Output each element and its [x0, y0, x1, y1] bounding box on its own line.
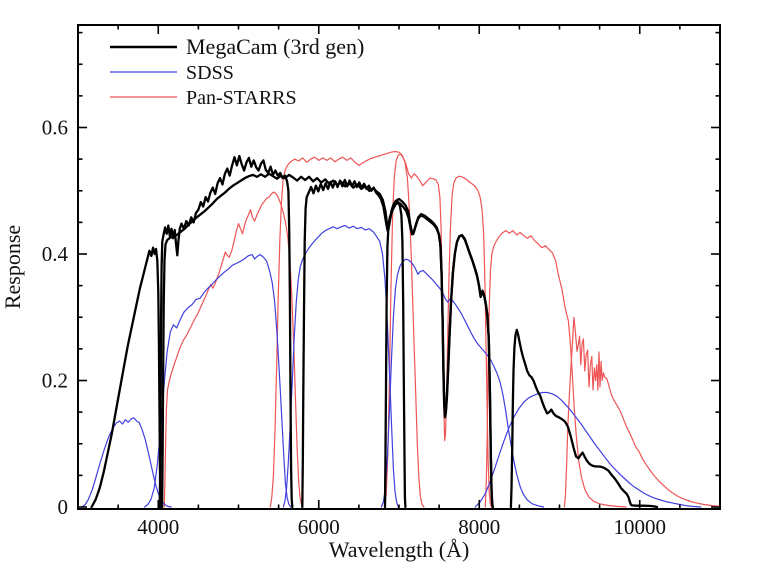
legend: MegaCam (3rd gen) SDSS Pan-STARRS: [110, 34, 364, 109]
curve-panstarrs-z: [484, 230, 627, 508]
series-layer: [81, 150, 720, 509]
legend-label-sdss: SDSS: [186, 62, 234, 84]
curve-sdss-r: [282, 224, 399, 508]
curve-panstarrs-g: [163, 191, 304, 508]
y-tick-label-0.2: 0.2: [42, 369, 68, 393]
curve-sdss-z: [474, 391, 702, 508]
x-tick-label-10000: 10000: [614, 515, 667, 539]
x-tick-label-4000: 4000: [137, 515, 179, 539]
legend-label-panstarrs: Pan-STARRS: [186, 87, 297, 109]
legend-label-megacam: MegaCam (3rd gen): [186, 34, 364, 59]
y-tick-label-0.6: 0.6: [42, 116, 68, 140]
y-tick-label-0.4: 0.4: [42, 242, 69, 266]
curve-megacam-i: [383, 200, 495, 509]
axis-ticks: [78, 25, 720, 509]
curve-panstarrs-y: [563, 316, 720, 508]
x-tick-label-8000: 8000: [458, 515, 500, 539]
y-tick-label-0: 0: [58, 495, 69, 519]
x-tick-label-6000: 6000: [298, 515, 340, 539]
curve-megacam-u: [90, 246, 163, 509]
y-axis-title: Response: [0, 225, 25, 309]
curve-megacam-z: [509, 328, 659, 509]
x-axis-title: Wavelength (Å): [329, 537, 470, 562]
curve-megacam-g: [158, 154, 294, 509]
curve-sdss-g: [144, 254, 292, 508]
curve-sdss-u: [81, 417, 172, 508]
